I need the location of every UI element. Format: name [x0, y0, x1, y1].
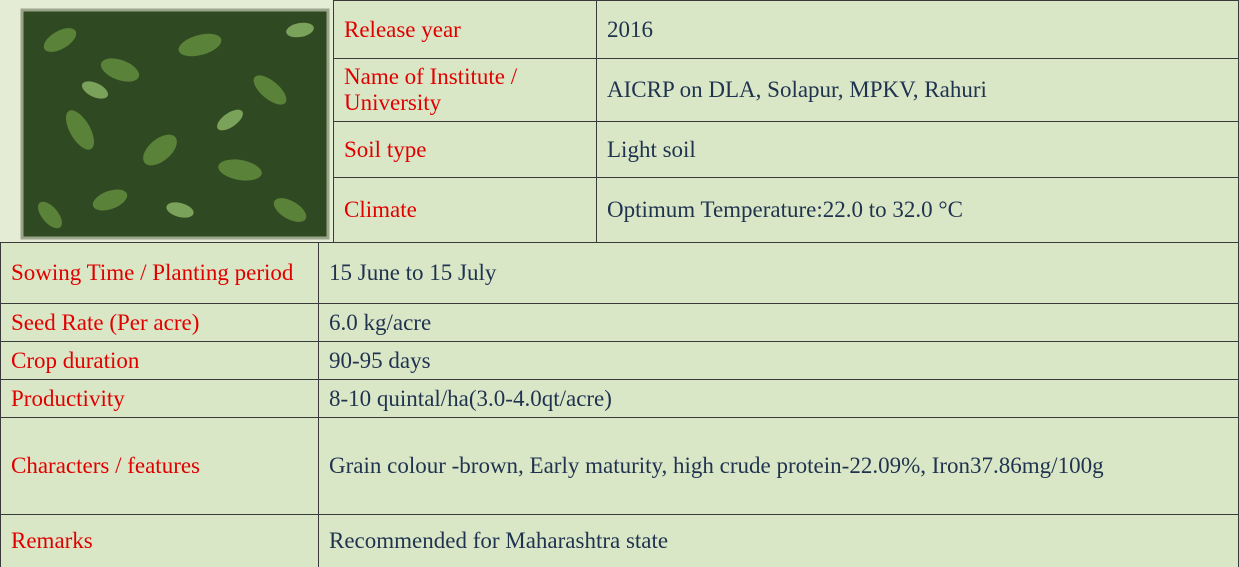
row-value: 2016	[596, 0, 1239, 59]
photo	[0, 0, 334, 242]
crop-photo	[0, 0, 334, 242]
row-label: Remarks	[0, 514, 319, 567]
row-label: Release year	[333, 0, 597, 59]
row-value: Recommended for Maharashtra state	[318, 514, 1239, 567]
row-label: Crop duration	[0, 341, 319, 380]
row-value: Optimum Temperature:22.0 to 32.0 °C	[596, 177, 1239, 243]
row-value: Light soil	[596, 121, 1239, 178]
row-label: Characters / features	[0, 417, 319, 515]
row-value: 6.0 kg/acre	[318, 303, 1239, 342]
row-value: Grain colour -brown, Early maturity, hig…	[318, 417, 1239, 515]
row-label: Name of Institute / University	[333, 58, 597, 122]
row-label: Soil type	[333, 121, 597, 178]
row-label: Climate	[333, 177, 597, 243]
row-value: AICRP on DLA, Solapur, MPKV, Rahuri	[596, 58, 1239, 122]
row-value: 90-95 days	[318, 341, 1239, 380]
row-label: Seed Rate (Per acre)	[0, 303, 319, 342]
page: Release year2016Name of Institute / Univ…	[0, 0, 1239, 567]
row-value: 15 June to 15 July	[318, 242, 1239, 304]
row-label: Sowing Time / Planting period	[0, 242, 319, 304]
row-value: 8-10 quintal/ha(3.0-4.0qt/acre)	[318, 379, 1239, 418]
row-label: Productivity	[0, 379, 319, 418]
